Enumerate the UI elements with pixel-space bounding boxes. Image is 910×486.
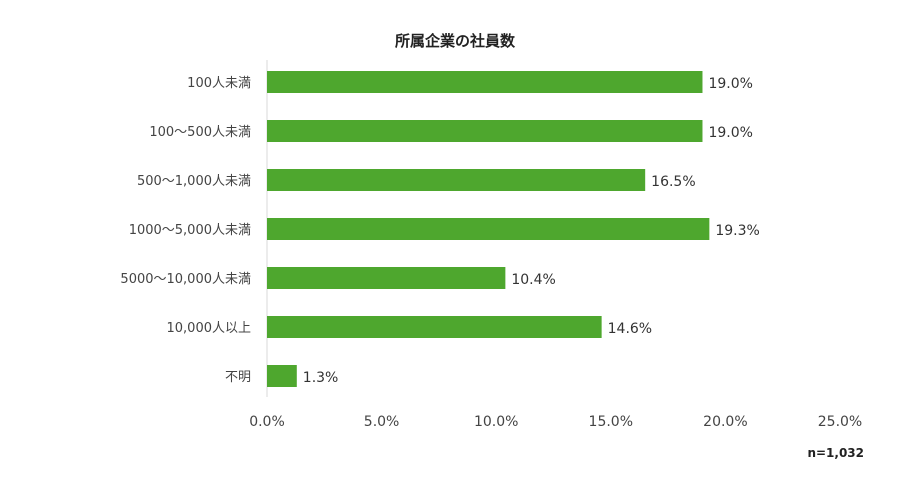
x-tick-label-1: 5.0% [364, 414, 400, 430]
chart-title: 所属企業の社員数 [394, 32, 515, 50]
value-label-6: 1.3% [303, 370, 339, 386]
value-label-4: 10.4% [511, 272, 555, 288]
category-label-5: 10,000人以上 [167, 321, 252, 336]
category-label-2: 500～1,000人未満 [137, 174, 251, 189]
bar-6 [267, 365, 297, 387]
value-label-3: 19.3% [715, 223, 759, 239]
bar-0 [267, 71, 703, 93]
category-label-0: 100人未満 [187, 76, 251, 91]
category-label-1: 100～500人未満 [149, 125, 251, 140]
value-label-2: 16.5% [651, 174, 695, 190]
x-tick-label-5: 25.0% [818, 414, 862, 430]
bar-1 [267, 120, 703, 142]
value-label-5: 14.6% [608, 321, 652, 337]
category-label-3: 1000～5,000人未満 [129, 223, 251, 238]
x-tick-label-3: 15.0% [589, 414, 633, 430]
bar-5 [267, 316, 602, 338]
x-tick-label-0: 0.0% [249, 414, 285, 430]
bar-4 [267, 267, 506, 289]
bar-2 [267, 169, 646, 191]
x-tick-label-4: 20.0% [703, 414, 747, 430]
value-label-0: 19.0% [708, 76, 752, 92]
x-tick-label-2: 10.0% [474, 414, 518, 430]
category-label-6: 不明 [225, 370, 251, 385]
bar-3 [267, 218, 710, 240]
sample-size-note: n=1,032 [807, 446, 864, 460]
category-label-4: 5000～10,000人未満 [120, 272, 251, 287]
value-label-1: 19.0% [708, 125, 752, 141]
